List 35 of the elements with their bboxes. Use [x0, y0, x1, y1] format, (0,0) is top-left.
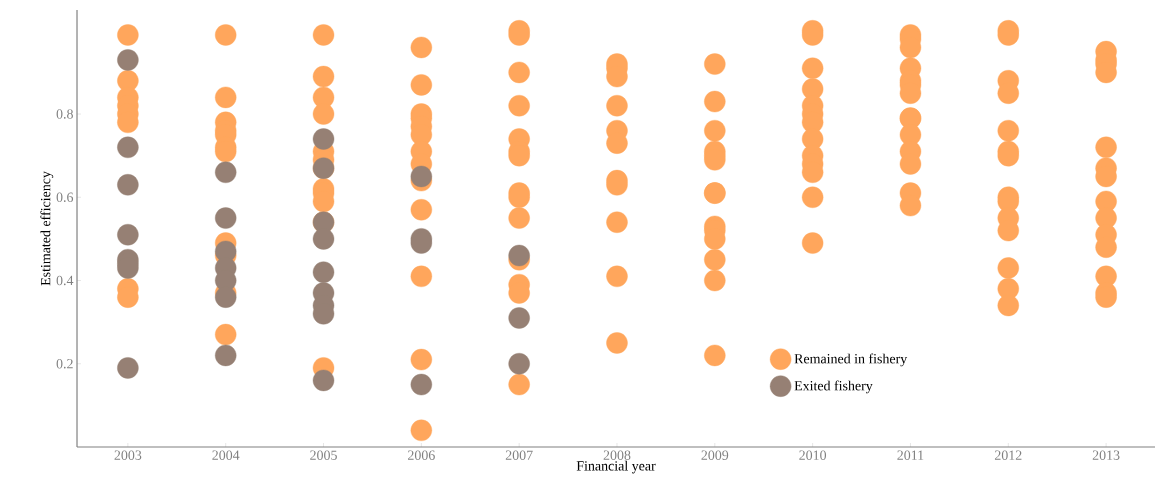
x-tick-label: 2004 — [212, 450, 240, 460]
y-tick-label: 0.2 — [56, 359, 73, 369]
y-tick-label: 0.4 — [56, 275, 74, 286]
point — [215, 161, 237, 183]
legend-label: Exited fishery — [794, 380, 873, 394]
x-tick-label: 2003 — [114, 450, 142, 460]
point — [508, 244, 530, 267]
point — [117, 49, 139, 71]
y-tick-label: 0.8 — [56, 109, 73, 119]
point — [508, 353, 530, 375]
x-axis-title: Financial year — [576, 460, 656, 474]
point — [117, 357, 139, 379]
x-tick-label: 2008 — [603, 450, 631, 460]
x-tick-label: 2013 — [1092, 450, 1120, 460]
point — [117, 136, 139, 159]
x-tick-label: 2005 — [310, 450, 337, 460]
point — [312, 261, 335, 283]
x-tick-label: 2012 — [994, 450, 1022, 460]
x-tick-label: 2006 — [408, 450, 435, 460]
point — [410, 373, 433, 396]
point — [508, 307, 530, 329]
x-tick-label: 2009 — [701, 450, 729, 460]
legend-label: Remained in fishery — [794, 353, 908, 367]
y-axis-title: Estimated efficiency — [40, 171, 54, 286]
point — [117, 174, 139, 196]
x-tick-label: 2010 — [799, 450, 827, 460]
point — [215, 344, 237, 367]
x-tick-label: 2007 — [505, 450, 533, 460]
point — [312, 128, 335, 150]
x-tick-label: 2011 — [897, 450, 924, 460]
y-tick-label: 0.6 — [56, 192, 74, 203]
point — [312, 228, 335, 250]
point — [215, 286, 237, 308]
point — [117, 224, 139, 246]
point — [215, 207, 237, 229]
